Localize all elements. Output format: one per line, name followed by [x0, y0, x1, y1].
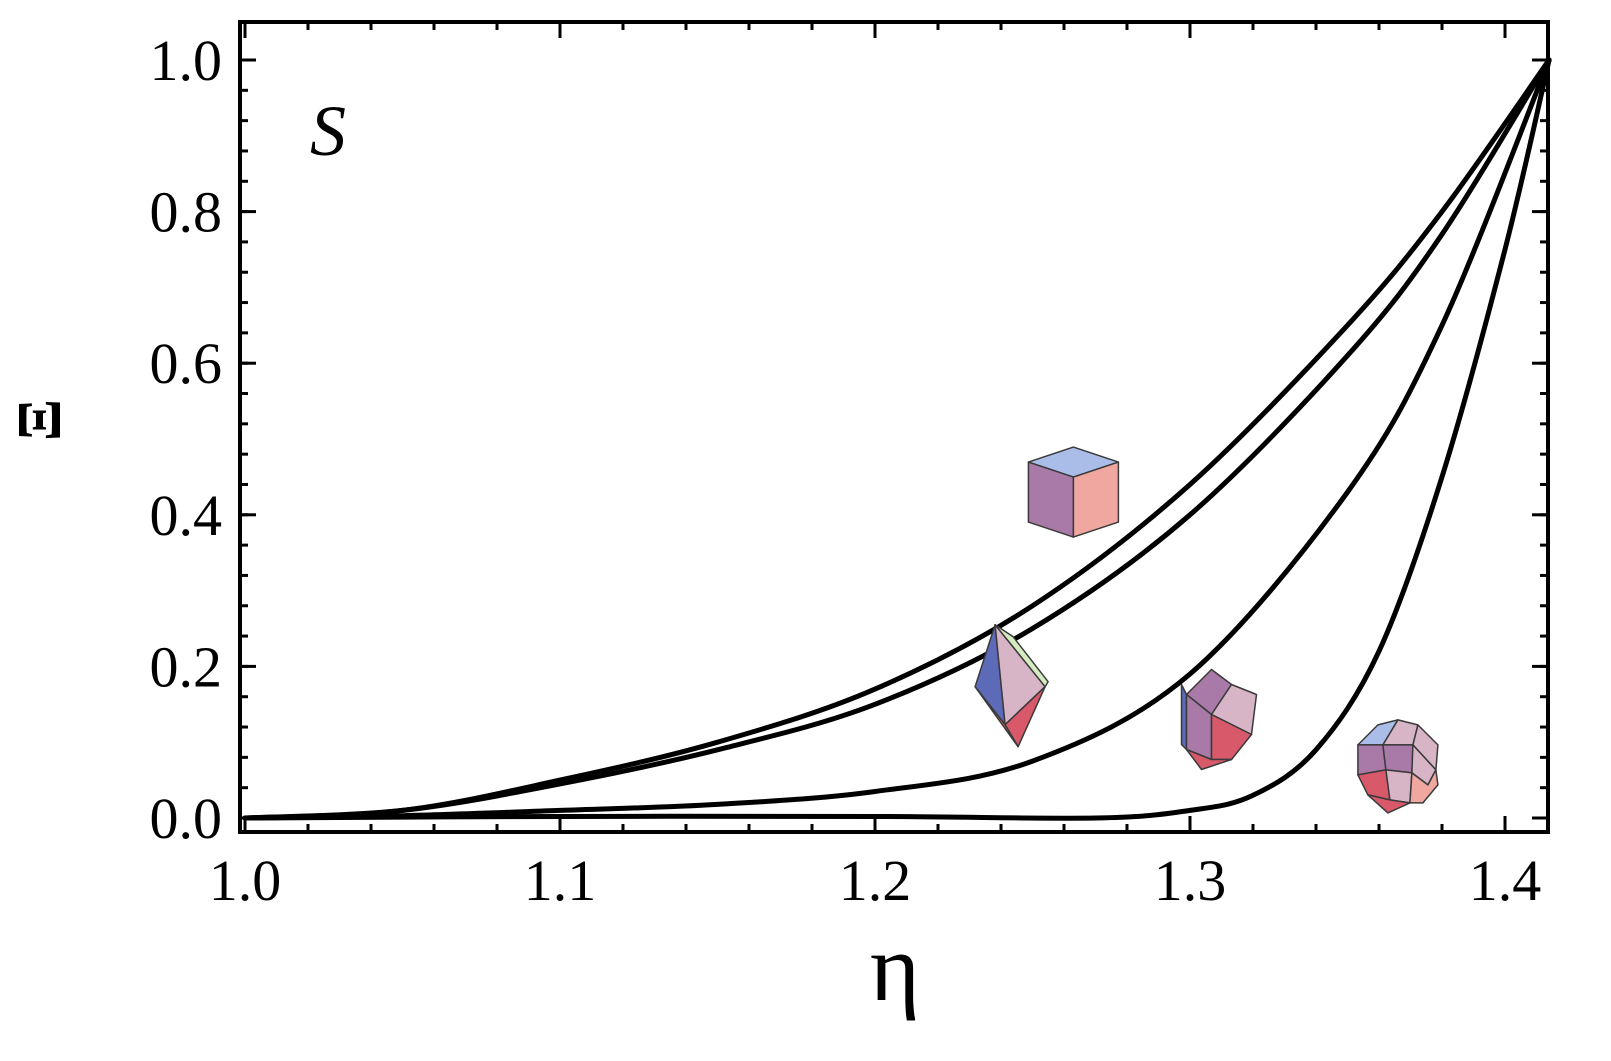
- plot-frame: [238, 20, 1550, 834]
- octahedron-icon: [974, 623, 1049, 748]
- truncated-polyhedron-face: [1382, 744, 1414, 774]
- cube-icon: [1027, 446, 1120, 538]
- y-tick-label: 1.0: [150, 28, 223, 93]
- truncated-polyhedron-face: [1367, 794, 1411, 814]
- x-tick-label: 1.1: [524, 848, 597, 913]
- y-tick-label: 0.2: [150, 634, 223, 699]
- y-axis-label: Ξ: [6, 399, 74, 441]
- octahedron-face: [974, 685, 1019, 748]
- x-tick-label: 1.3: [1154, 848, 1227, 913]
- panel-label: S: [310, 91, 346, 171]
- cube-face: [1072, 461, 1120, 538]
- series-group: [242, 57, 1552, 821]
- rhombic-dodecahedron-icon: [1180, 668, 1258, 771]
- y-tick-label: 0.6: [150, 331, 223, 396]
- series-line-1: [242, 57, 1552, 821]
- x-tick-label: 1.0: [209, 848, 282, 913]
- rhombic-dodecahedron-face: [1185, 748, 1233, 771]
- axes: 1.0 1.1 1.2 1.3 1.4 0.0 0.2 0.4 0.6 0.8 1.0: [150, 20, 1550, 913]
- x-tick-label: 1.4: [1469, 848, 1542, 913]
- series-line-4: [242, 57, 1552, 821]
- y-tick-label: 0.0: [150, 786, 223, 851]
- x-tick-label: 1.2: [839, 848, 912, 913]
- truncated-polyhedron-face: [1357, 769, 1391, 801]
- series-line-3: [242, 57, 1552, 821]
- series-line-2: [242, 57, 1552, 821]
- octahedron-face: [994, 623, 1049, 688]
- truncated-polyhedron-icon: [1357, 719, 1439, 814]
- x-axis-label: η: [870, 914, 920, 1021]
- polyhedra-insets: [974, 446, 1439, 814]
- y-tick-label: 0.4: [150, 483, 223, 548]
- y-tick-label: 0.8: [150, 180, 223, 245]
- truncated-polyhedron-face: [1385, 769, 1413, 804]
